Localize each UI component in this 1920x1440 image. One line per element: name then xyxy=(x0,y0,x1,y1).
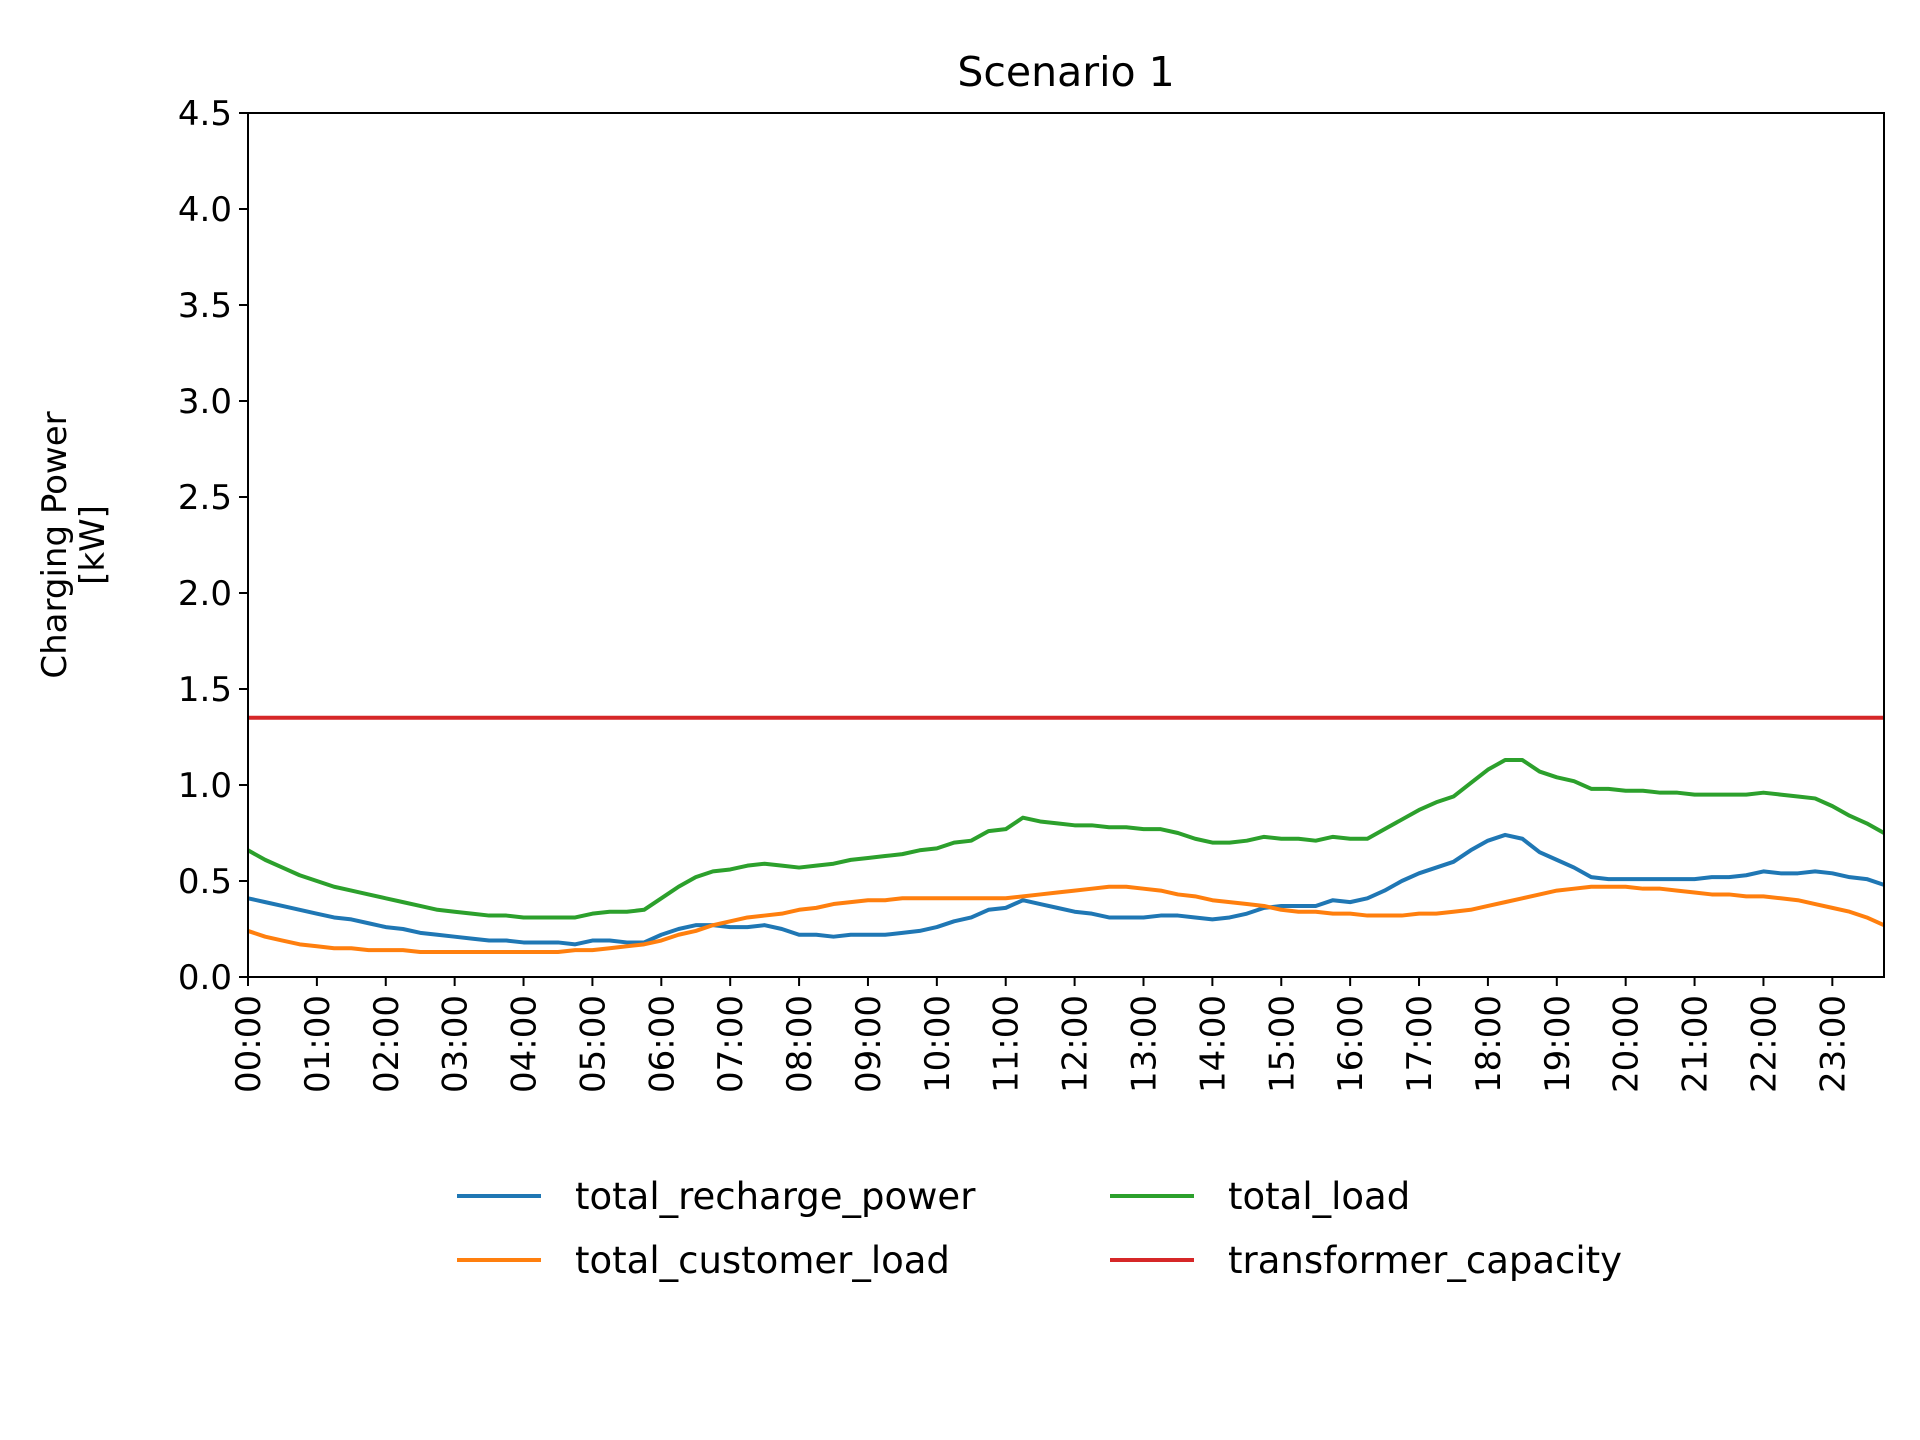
legend-label-total-recharge-power: total_recharge_power xyxy=(575,1175,976,1218)
x-tick-label: 02:00 xyxy=(367,995,407,1093)
series-line-total-recharge-power xyxy=(247,832,1885,947)
y-tick-label: 2.0 xyxy=(178,574,232,614)
series-line-total-load xyxy=(247,758,1885,920)
x-tick-label: 13:00 xyxy=(1124,995,1164,1093)
x-tick-label: 16:00 xyxy=(1331,995,1371,1093)
x-tick-label: 04:00 xyxy=(505,995,545,1093)
legend-label-total-load: total_load xyxy=(1228,1175,1410,1218)
y-tick-label: 3.0 xyxy=(178,382,232,422)
y-tick-label: 1.5 xyxy=(178,670,232,710)
x-tick-label: 18:00 xyxy=(1469,995,1509,1093)
series-line-total-customer-load xyxy=(247,884,1885,955)
x-tick-label: 07:00 xyxy=(711,995,751,1093)
x-tick-label: 00:00 xyxy=(229,995,269,1093)
x-tick-label: 19:00 xyxy=(1538,995,1578,1093)
x-tick-label: 23:00 xyxy=(1813,995,1853,1093)
y-tick-label: 0.0 xyxy=(178,958,232,998)
x-tick-label: 20:00 xyxy=(1607,995,1647,1093)
x-tick-label: 14:00 xyxy=(1193,995,1233,1093)
y-axis-label: Charging Power[kW] xyxy=(35,411,113,678)
y-tick-label: 4.5 xyxy=(178,94,232,134)
x-tick-label: 17:00 xyxy=(1400,995,1440,1093)
x-tick-label: 12:00 xyxy=(1056,995,1096,1093)
x-tick-label: 11:00 xyxy=(987,995,1027,1093)
x-tick-label: 08:00 xyxy=(780,995,820,1093)
x-tick-label: 10:00 xyxy=(918,995,958,1093)
y-axis-label-line: [kW] xyxy=(73,505,113,585)
x-tick-label: 01:00 xyxy=(298,995,338,1093)
y-axis: 0.0 0.5 1.0 1.5 2.0 2.5 3.0 3.5 4.0 4.5 xyxy=(178,94,248,998)
series-lines xyxy=(247,715,1885,955)
x-tick-label: 22:00 xyxy=(1744,995,1784,1093)
y-tick-label: 3.5 xyxy=(178,286,232,326)
x-tick-label: 21:00 xyxy=(1676,995,1716,1093)
y-tick-label: 2.5 xyxy=(178,478,232,518)
x-tick-label: 09:00 xyxy=(849,995,889,1093)
y-axis-label-line: Charging Power xyxy=(35,411,75,678)
x-axis: 00:00 01:00 02:00 03:00 04:00 05:00 06:00 07:00… xyxy=(229,977,1853,1093)
y-tick-label: 0.5 xyxy=(178,862,232,902)
legend-label-transformer-capacity: transformer_capacity xyxy=(1228,1239,1622,1282)
y-tick-label: 1.0 xyxy=(178,766,232,806)
x-tick-label: 03:00 xyxy=(436,995,476,1093)
y-tick-label: 4.0 xyxy=(178,190,232,230)
legend: total_recharge_power total_customer_load t… xyxy=(457,1175,1622,1282)
plot-frame xyxy=(247,112,1885,978)
legend-label-total-customer-load: total_customer_load xyxy=(575,1239,950,1282)
chart-title: Scenario 1 xyxy=(957,48,1174,96)
x-tick-label: 15:00 xyxy=(1262,995,1302,1093)
x-tick-label: 06:00 xyxy=(642,995,682,1093)
x-tick-label: 05:00 xyxy=(573,995,613,1093)
